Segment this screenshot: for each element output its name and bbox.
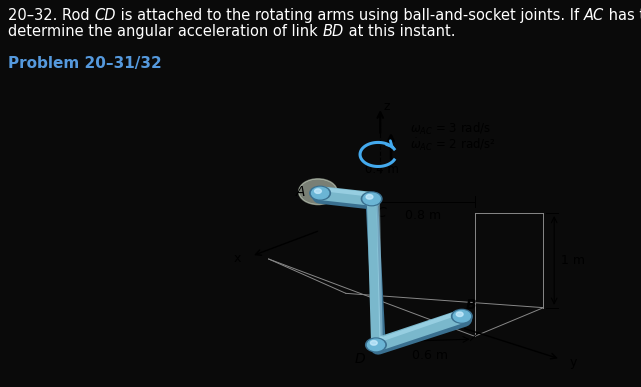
Circle shape — [362, 192, 382, 206]
Circle shape — [299, 179, 337, 205]
Circle shape — [312, 187, 329, 199]
Text: at this instant.: at this instant. — [344, 24, 455, 39]
Text: z: z — [384, 100, 390, 113]
Text: $\omega_{AC}$ = 3 rad/s: $\omega_{AC}$ = 3 rad/s — [410, 121, 492, 137]
Text: D: D — [354, 352, 365, 366]
Circle shape — [370, 341, 378, 345]
Circle shape — [310, 186, 330, 200]
Text: 0.6 m: 0.6 m — [412, 349, 447, 362]
Text: 1 m: 1 m — [561, 254, 585, 267]
Text: B: B — [466, 298, 477, 312]
Circle shape — [363, 193, 380, 205]
Text: C: C — [376, 206, 386, 220]
Text: is attached to the rotating arms using ball-and-socket joints. If: is attached to the rotating arms using b… — [116, 8, 583, 23]
Text: $\dot{\omega}_{AC}$ = 2 rad/s²: $\dot{\omega}_{AC}$ = 2 rad/s² — [410, 136, 496, 153]
Text: 0.8 m: 0.8 m — [405, 209, 441, 222]
Text: A: A — [296, 185, 305, 199]
Circle shape — [315, 189, 321, 194]
Text: has the motion shown,: has the motion shown, — [604, 8, 641, 23]
Circle shape — [365, 338, 387, 352]
Text: 0.4 m: 0.4 m — [365, 163, 399, 176]
Circle shape — [367, 339, 385, 351]
Text: Problem 20–31/32: Problem 20–31/32 — [8, 56, 162, 71]
Circle shape — [366, 195, 373, 199]
Text: determine the angular acceleration of link: determine the angular acceleration of li… — [8, 24, 322, 39]
Text: BD: BD — [322, 24, 344, 39]
Circle shape — [453, 310, 470, 322]
Text: 20–32. Rod: 20–32. Rod — [8, 8, 94, 23]
Text: AC: AC — [583, 8, 604, 23]
Text: y: y — [569, 356, 577, 368]
Circle shape — [456, 312, 463, 317]
Text: CD: CD — [94, 8, 116, 23]
Circle shape — [451, 309, 472, 323]
Text: x: x — [233, 252, 240, 265]
